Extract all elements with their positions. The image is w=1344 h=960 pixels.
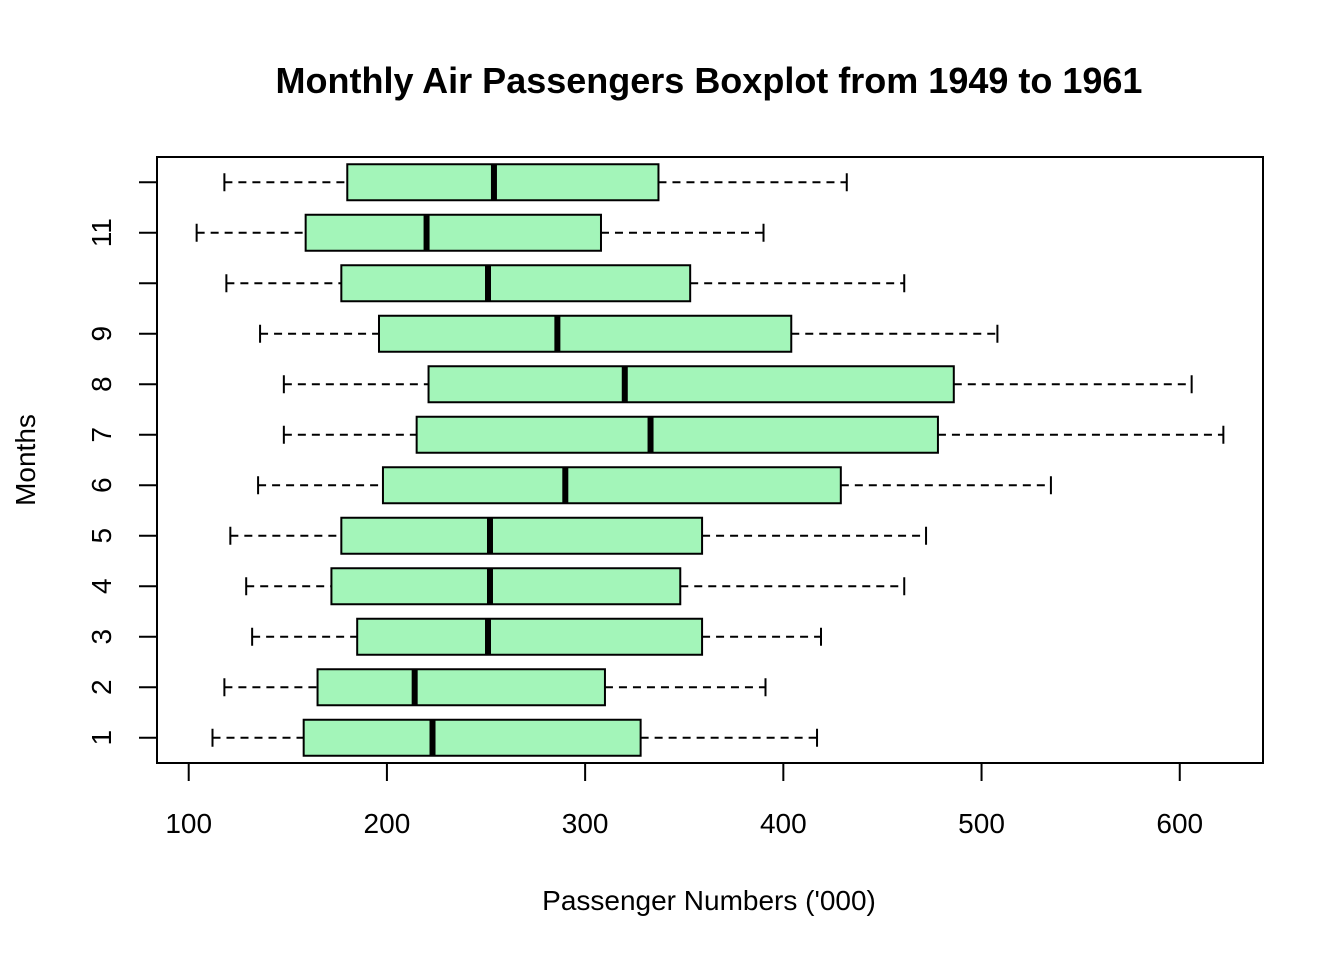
x-tick-label-300: 300 — [562, 808, 609, 839]
y-tick-label-9: 9 — [86, 326, 117, 342]
box-month-3 — [251, 617, 822, 656]
y-tick-label-7: 7 — [86, 427, 117, 443]
box-month-7 — [282, 415, 1225, 454]
y-tick-label-3: 3 — [86, 629, 117, 645]
y-tick-label-5: 5 — [86, 528, 117, 544]
x-tick-label-400: 400 — [760, 808, 807, 839]
box-month-6 — [257, 466, 1052, 505]
y-tick-label-1: 1 — [86, 730, 117, 746]
box-month-10 — [225, 264, 906, 303]
box-iqr — [316, 668, 606, 707]
x-tick-label-100: 100 — [165, 808, 212, 839]
x-axis: 100 200 300 400 500 600 — [165, 762, 1203, 839]
box-iqr — [381, 466, 842, 505]
box-month-8 — [282, 365, 1193, 404]
x-tick-label-600: 600 — [1156, 808, 1203, 839]
box-month-5 — [229, 516, 928, 555]
x-tick-label-200: 200 — [364, 808, 411, 839]
box-month-12 — [223, 163, 848, 202]
box-iqr — [377, 314, 793, 353]
chart-title: Monthly Air Passengers Boxplot from 1949… — [276, 60, 1143, 101]
y-tick-label-6: 6 — [86, 477, 117, 493]
y-axis: 1 2 3 4 5 6 7 8 9 11 — [86, 181, 158, 746]
box-iqr — [346, 163, 660, 202]
box-month-11 — [195, 213, 765, 252]
y-tick-label-4: 4 — [86, 578, 117, 594]
box-iqr — [330, 567, 682, 606]
boxes-group — [195, 163, 1225, 757]
y-tick-label-2: 2 — [86, 679, 117, 695]
y-tick-label-8: 8 — [86, 376, 117, 392]
box-month-1 — [211, 718, 819, 757]
box-month-2 — [223, 668, 767, 707]
box-month-4 — [245, 567, 906, 606]
box-iqr — [340, 516, 704, 555]
box-month-9 — [259, 314, 999, 353]
box-iqr — [302, 718, 642, 757]
box-iqr — [340, 264, 692, 303]
box-iqr — [427, 365, 955, 404]
x-tick-label-500: 500 — [958, 808, 1005, 839]
x-axis-title: Passenger Numbers ('000) — [542, 885, 876, 916]
y-tick-label-11: 11 — [86, 218, 117, 247]
box-iqr — [304, 213, 602, 252]
box-iqr — [356, 617, 704, 656]
y-axis-title: Months — [10, 414, 41, 506]
box-iqr — [415, 415, 939, 454]
